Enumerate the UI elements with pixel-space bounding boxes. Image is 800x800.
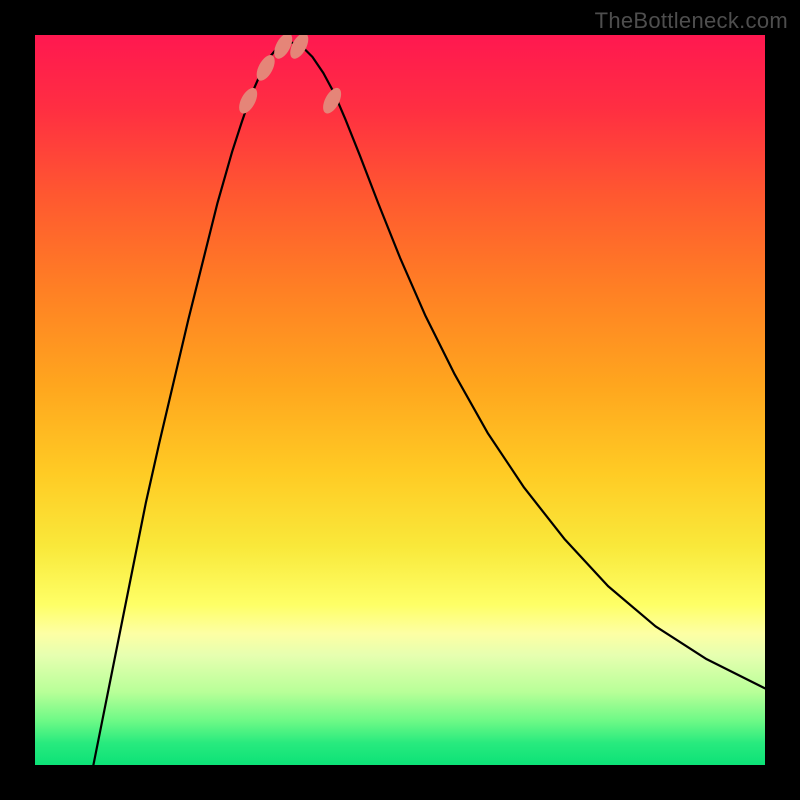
- plot-area: [35, 35, 765, 765]
- attribution-label: TheBottleneck.com: [595, 8, 788, 34]
- gradient-background: [35, 35, 765, 765]
- chart-container: TheBottleneck.com: [0, 0, 800, 800]
- bottleneck-curve-chart: [35, 35, 765, 765]
